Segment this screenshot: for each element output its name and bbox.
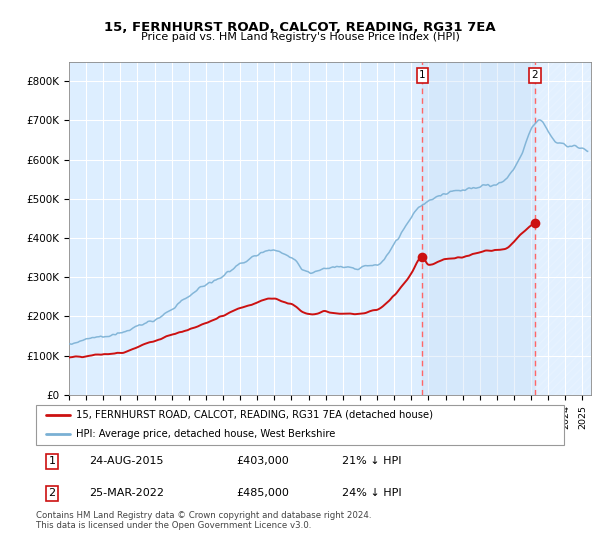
Text: 15, FERNHURST ROAD, CALCOT, READING, RG31 7EA: 15, FERNHURST ROAD, CALCOT, READING, RG3…: [104, 21, 496, 34]
Text: 24-AUG-2015: 24-AUG-2015: [89, 456, 163, 466]
Text: 25-MAR-2022: 25-MAR-2022: [89, 488, 164, 498]
FancyBboxPatch shape: [36, 405, 564, 445]
Text: 21% ↓ HPI: 21% ↓ HPI: [342, 456, 402, 466]
Text: £403,000: £403,000: [236, 456, 289, 466]
Text: Price paid vs. HM Land Registry's House Price Index (HPI): Price paid vs. HM Land Registry's House …: [140, 32, 460, 42]
Bar: [535, 62, 591, 395]
Text: £485,000: £485,000: [236, 488, 290, 498]
Text: 2: 2: [532, 71, 538, 80]
Text: 1: 1: [49, 456, 55, 466]
Text: 15, FERNHURST ROAD, CALCOT, READING, RG31 7EA (detached house): 15, FERNHURST ROAD, CALCOT, READING, RG3…: [76, 410, 433, 420]
Bar: [422, 62, 535, 395]
Text: Contains HM Land Registry data © Crown copyright and database right 2024.
This d: Contains HM Land Registry data © Crown c…: [36, 511, 371, 530]
Text: 24% ↓ HPI: 24% ↓ HPI: [342, 488, 402, 498]
Text: 1: 1: [419, 71, 426, 80]
Text: HPI: Average price, detached house, West Berkshire: HPI: Average price, detached house, West…: [76, 429, 335, 439]
Text: 2: 2: [48, 488, 55, 498]
